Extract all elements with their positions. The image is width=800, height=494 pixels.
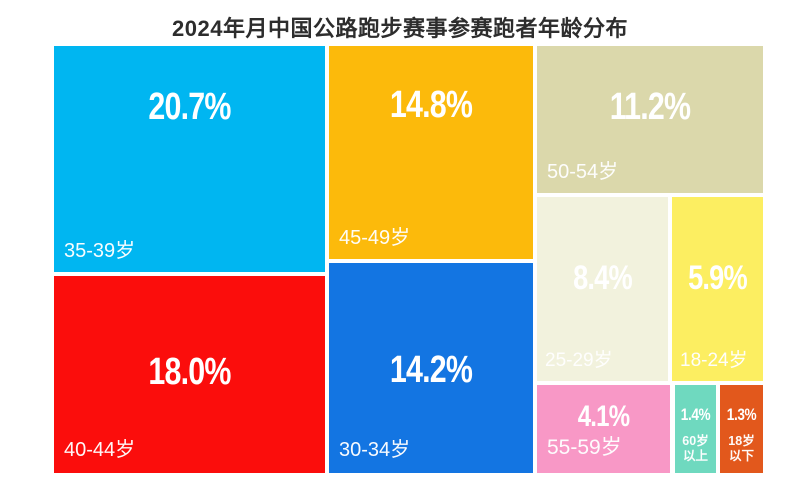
percent-label: 1.3%	[726, 405, 757, 424]
age-label: 40-44岁	[64, 439, 136, 461]
age-label: 35-39岁	[64, 240, 136, 262]
treemap-block-under-18: 1.3% 18岁 以下	[720, 385, 763, 473]
treemap-block-55-59: 4.1% 55-59岁	[537, 385, 670, 473]
treemap-block-35-39: 20.7% 35-39岁	[54, 46, 325, 272]
age-label: 45-49岁	[339, 227, 411, 249]
age-label: 30-34岁	[339, 439, 411, 461]
percent-label: 14.8%	[389, 84, 473, 126]
treemap-block-30-34: 14.2% 30-34岁	[329, 263, 533, 473]
percent-label: 11.2%	[609, 86, 691, 128]
treemap-block-60-plus: 1.4% 60岁 以上	[675, 385, 716, 473]
age-label: 25-29岁	[545, 350, 613, 372]
percent-label: 14.2%	[389, 349, 473, 391]
age-label: 18-24岁	[680, 350, 748, 372]
percent-label: 5.9%	[688, 259, 748, 297]
treemap-block-50-54: 11.2% 50-54岁	[537, 46, 763, 193]
treemap-block-25-29: 8.4% 25-29岁	[537, 197, 668, 381]
age-label: 18岁 以下	[728, 433, 755, 464]
age-label: 60岁 以上	[682, 433, 709, 464]
percent-label: 8.4%	[573, 259, 633, 297]
treemap-block-18-24: 5.9% 18-24岁	[672, 197, 763, 381]
percent-label: 18.0%	[148, 351, 231, 393]
percent-label: 20.7%	[148, 86, 231, 128]
treemap-block-45-49: 14.8% 45-49岁	[329, 46, 533, 259]
age-label: 50-54岁	[547, 161, 619, 183]
percent-label: 4.1%	[577, 400, 630, 433]
percent-label: 1.4%	[680, 405, 711, 424]
chart-title: 2024年月中国公路跑步赛事参赛跑者年龄分布	[172, 16, 628, 41]
treemap-block-40-44: 18.0% 40-44岁	[54, 276, 325, 473]
age-label: 55-59岁	[547, 435, 622, 459]
